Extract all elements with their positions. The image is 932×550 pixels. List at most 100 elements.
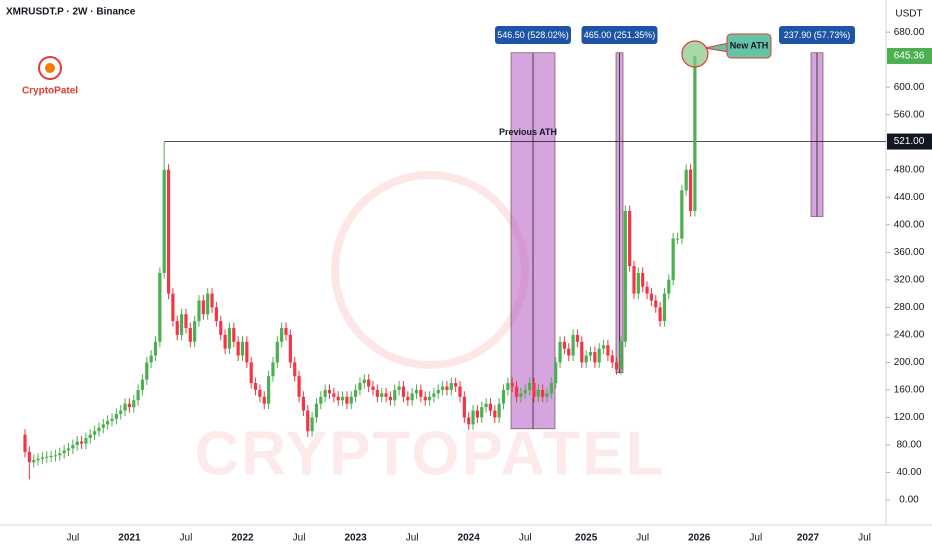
candle-body xyxy=(106,420,110,425)
candle-body xyxy=(549,383,553,394)
candle-body xyxy=(306,410,310,432)
candle-body xyxy=(262,396,266,404)
candle-body xyxy=(654,300,658,308)
x-tick-label: 2025 xyxy=(575,533,598,544)
candle-body xyxy=(536,389,540,397)
price-tag xyxy=(887,47,932,64)
candle-body xyxy=(110,418,114,421)
y-tick-label: 200.00 xyxy=(894,357,925,368)
new-ath-marker xyxy=(681,40,709,68)
candle-body xyxy=(619,341,623,370)
currency-label: USDT xyxy=(895,9,922,20)
candle-body xyxy=(258,389,262,397)
candle-body xyxy=(610,355,614,363)
x-tick-label: 2021 xyxy=(118,533,141,544)
candle-body xyxy=(93,431,97,435)
candle-body xyxy=(314,403,319,418)
candle-body xyxy=(662,293,667,322)
candle-body xyxy=(615,362,619,370)
measure-label: 465.00 (251.35%) xyxy=(584,30,656,40)
candle-body xyxy=(475,410,479,418)
candle-body xyxy=(36,458,40,461)
y-tick-label: 0.00 xyxy=(899,495,919,506)
candle-body xyxy=(528,383,532,390)
candle-body xyxy=(432,393,436,397)
candle-body xyxy=(354,389,358,397)
candle-body xyxy=(636,272,640,294)
candle-body xyxy=(88,434,92,439)
candle-body xyxy=(232,328,236,342)
measure-label-box xyxy=(779,26,855,44)
measure-label-box xyxy=(581,26,658,44)
candle-body xyxy=(584,355,588,363)
candle-body xyxy=(358,383,362,390)
candle-body xyxy=(454,383,458,387)
candle-body xyxy=(301,396,305,411)
candle-body xyxy=(484,403,488,408)
candle-body xyxy=(284,328,288,335)
candle-body xyxy=(210,293,214,308)
candle-body xyxy=(449,383,453,390)
candle-body xyxy=(119,410,123,415)
candle-body xyxy=(445,386,449,390)
candle-body xyxy=(97,427,101,432)
candle-body xyxy=(588,352,593,356)
candle-body xyxy=(245,341,249,363)
x-tick-label: Jul xyxy=(66,533,79,544)
candle-body xyxy=(410,393,414,401)
x-tick-label: Jul xyxy=(519,533,532,544)
price-tag xyxy=(887,133,932,150)
candle-body xyxy=(632,266,636,294)
candle-body xyxy=(240,341,245,356)
candle-body xyxy=(427,396,432,401)
candle-body xyxy=(175,321,179,335)
candle-body xyxy=(375,389,379,397)
candle-body xyxy=(628,211,632,267)
candle-body xyxy=(649,293,653,301)
y-tick-label: 280.00 xyxy=(894,302,925,313)
candle-body xyxy=(214,307,218,322)
candle-body xyxy=(123,403,127,411)
candle-body xyxy=(23,434,27,452)
previous-ath-text: Previous ATH xyxy=(499,127,557,137)
candle-body xyxy=(345,396,349,404)
candle-body xyxy=(349,396,353,404)
candle-body xyxy=(562,341,566,349)
candle-body xyxy=(310,417,314,432)
candle-body xyxy=(519,393,523,397)
candle-body xyxy=(397,386,401,390)
candle-body xyxy=(606,345,610,356)
candle-body xyxy=(667,279,671,294)
candle-body xyxy=(523,389,527,394)
candle-body xyxy=(162,169,166,273)
y-tick-label: 320.00 xyxy=(894,274,925,285)
measure-label-box xyxy=(495,26,571,44)
candle-body xyxy=(49,455,53,457)
candle-body xyxy=(367,379,371,387)
candle-body xyxy=(184,314,188,329)
candle-body xyxy=(140,379,145,390)
candle-body xyxy=(693,55,697,212)
candle-body xyxy=(171,293,175,322)
x-tick-label: 2022 xyxy=(231,533,254,544)
candle-body xyxy=(145,362,149,380)
candle-body xyxy=(545,393,549,397)
candle-body xyxy=(514,386,519,397)
candle-body xyxy=(227,328,232,349)
candle-body xyxy=(132,400,136,408)
candle-body xyxy=(71,444,75,449)
candle-body xyxy=(406,396,410,401)
previous-ath-label: 521.00 xyxy=(894,136,925,147)
candle-body xyxy=(467,417,471,425)
candle-body xyxy=(45,456,49,458)
candle-body xyxy=(671,238,675,280)
candle-body xyxy=(79,441,84,444)
chart-title: XMRUSDT.P · 2W · Binance xyxy=(6,7,136,18)
y-tick-label: 440.00 xyxy=(894,192,925,203)
candle-body xyxy=(558,341,562,363)
candle-body xyxy=(319,396,323,404)
candle-body xyxy=(441,386,445,390)
candle-body xyxy=(567,348,571,356)
